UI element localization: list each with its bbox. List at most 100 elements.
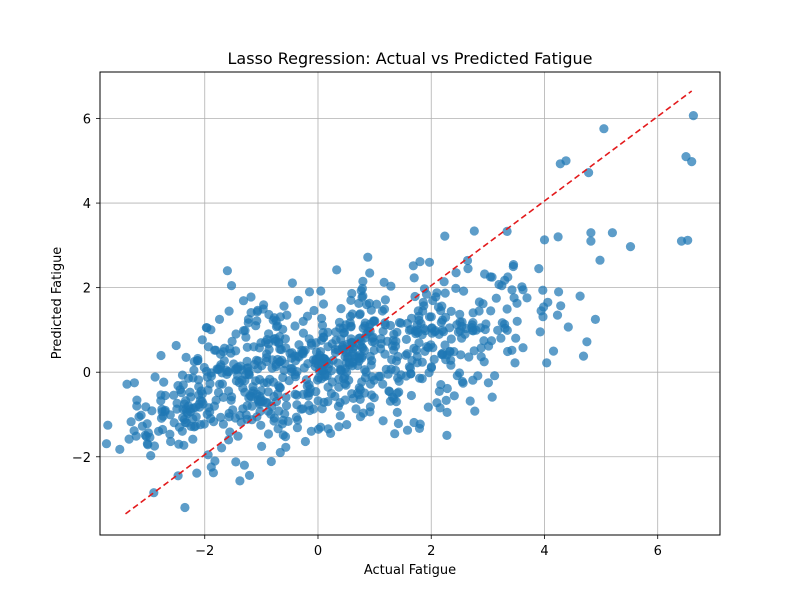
data-point [244,470,255,480]
data-point [290,356,301,366]
data-point [436,317,446,327]
data-point [215,379,225,389]
data-point [451,268,461,278]
data-point [491,293,501,303]
data-point [251,321,261,331]
data-point [165,429,175,439]
data-point [340,395,350,405]
data-point [173,381,183,391]
data-point [369,345,379,355]
data-point [331,327,341,337]
data-point [406,390,416,401]
data-point [287,348,297,358]
data-point [179,440,189,450]
data-point [202,323,212,333]
data-point [126,417,136,427]
data-point [438,348,448,358]
data-point [256,420,266,430]
data-point [176,388,187,398]
data-point [379,277,389,287]
data-point [542,358,552,368]
data-point [313,424,323,434]
data-point [465,396,475,406]
data-point [553,232,563,242]
data-point [360,388,370,398]
data-point [326,388,336,399]
data-point [279,301,289,311]
data-point [451,283,461,293]
data-point [363,252,373,262]
data-point [586,236,596,246]
data-point [194,399,204,409]
data-point [380,295,390,305]
data-point [474,297,484,307]
data-point [244,369,254,379]
data-point [174,422,184,432]
data-point [189,365,199,375]
data-point [554,287,564,297]
data-point [688,111,699,121]
data-point [217,443,227,453]
data-point [436,306,446,316]
data-point [512,298,522,308]
data-point [188,414,198,424]
data-point [230,365,241,375]
data-point [456,350,466,360]
data-point [354,310,365,320]
reference-line [125,90,693,515]
data-point [332,265,342,275]
data-point [227,336,237,346]
data-point [394,318,405,328]
data-point [233,431,243,441]
data-point [302,381,312,391]
data-point [338,374,349,384]
data-point [599,124,609,134]
data-point [262,349,272,359]
data-point [273,424,283,434]
data-point [442,430,452,440]
data-point [274,406,284,416]
data-point [366,390,377,400]
data-point [267,401,277,411]
data-point [210,456,220,466]
data-point [293,415,303,425]
data-point [222,266,232,276]
data-point [292,423,302,433]
data-point [256,397,266,407]
data-point [281,442,291,452]
data-point [189,357,199,367]
data-point [423,402,433,412]
data-point [184,401,194,411]
data-point [298,349,308,359]
data-point [159,377,169,387]
data-point [266,456,276,467]
data-point [165,410,175,420]
data-point [214,314,225,324]
data-point [231,457,241,467]
data-point [188,373,198,383]
data-point [510,358,520,368]
data-point [434,329,444,339]
data-point [336,304,346,314]
data-point [211,395,221,405]
data-point [502,226,512,236]
data-point [455,309,465,319]
x-tick-label: 6 [654,544,662,559]
data-point [346,295,356,305]
data-point [271,362,281,372]
data-point [386,281,396,291]
data-point [263,429,274,439]
y-tick-label: −2 [72,451,91,466]
data-point [494,279,504,290]
data-point [319,332,329,343]
scatter-points [101,111,699,513]
data-point [346,338,356,348]
data-point [422,342,432,352]
data-point [249,342,259,352]
x-tick-label: 0 [314,544,322,559]
data-point [415,419,425,429]
data-point [318,299,329,309]
data-point [224,306,234,316]
